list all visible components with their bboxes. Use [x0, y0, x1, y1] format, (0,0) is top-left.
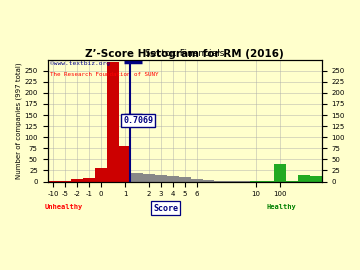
Bar: [179, 177, 190, 182]
Bar: [71, 179, 83, 182]
Text: Score: Score: [153, 204, 178, 212]
Bar: [203, 180, 215, 182]
Text: ©www.textbiz.org: ©www.textbiz.org: [50, 61, 110, 66]
Bar: [59, 181, 71, 182]
Bar: [226, 181, 238, 182]
Bar: [310, 176, 322, 182]
Text: Unhealthy: Unhealthy: [45, 204, 83, 210]
Bar: [83, 178, 95, 182]
Text: The Research Foundation of SUNY: The Research Foundation of SUNY: [50, 72, 159, 77]
Bar: [238, 181, 250, 182]
Bar: [95, 168, 107, 182]
Bar: [143, 174, 155, 182]
Text: Healthy: Healthy: [267, 204, 297, 210]
Bar: [250, 181, 262, 182]
Bar: [215, 181, 226, 182]
Bar: [286, 181, 298, 182]
Bar: [119, 146, 131, 182]
Bar: [131, 173, 143, 182]
Bar: [155, 175, 167, 182]
Bar: [274, 164, 286, 182]
Bar: [298, 175, 310, 182]
Bar: [107, 62, 119, 182]
Bar: [190, 179, 203, 182]
Bar: [48, 181, 59, 182]
Bar: [262, 181, 274, 182]
Text: 0.7069: 0.7069: [123, 116, 153, 125]
Bar: [167, 176, 179, 182]
Text: Sector: Financials: Sector: Financials: [145, 49, 224, 58]
Y-axis label: Number of companies (997 total): Number of companies (997 total): [15, 62, 22, 179]
Title: Z’-Score Histogram for RM (2016): Z’-Score Histogram for RM (2016): [85, 49, 284, 59]
